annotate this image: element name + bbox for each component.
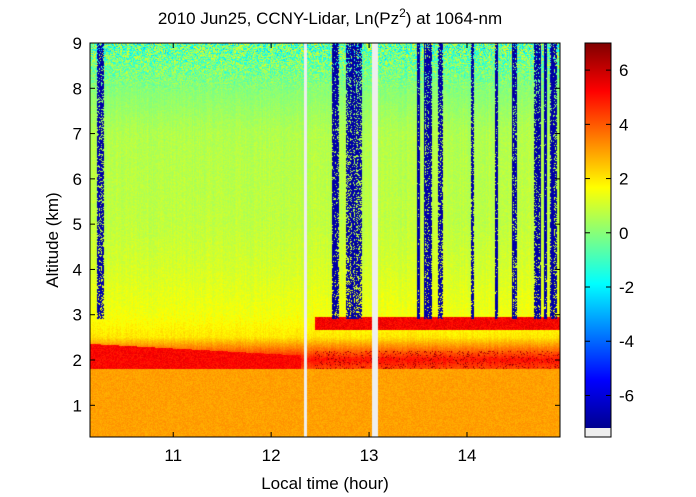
heatmap-image [90,43,560,437]
x-tick-label: 13 [360,446,379,465]
title-suffix: ) at 1064-nm [406,9,502,28]
y-tick-label: 7 [73,125,82,144]
y-tick-label: 6 [73,170,82,189]
chart-title-text: 2010 Jun25, CCNY-Lidar, Ln(Pz2) at 1064-… [158,6,502,28]
colorbar: -6 -4 -2 0 2 4 6 [584,42,634,438]
plot-frame [89,42,561,438]
y-tick-label: 9 [73,34,82,53]
colorbar-ticks: -6 -4 -2 0 2 4 6 [585,61,634,405]
colorbar-tick-label: 0 [619,224,628,243]
y-tick-label: 1 [73,396,82,415]
y-tick-label: 5 [73,215,82,234]
y-tick-label: 2 [73,351,82,370]
y-tick-label: 8 [73,79,82,98]
x-tick-label: 11 [164,446,182,465]
y-tick-label: 4 [73,260,82,279]
colorbar-missing-swatch [585,428,611,437]
title-superscript: 2 [399,6,406,20]
title-prefix: 2010 Jun25, CCNY-Lidar, Ln(Pz [158,9,399,28]
x-tick-label: 12 [262,446,281,465]
x-tick-label: 14 [458,446,477,465]
y-axis: 1 2 3 4 5 6 7 8 9 [73,34,560,415]
colorbar-tick-label: -2 [619,278,634,297]
colorbar-tick-label: 4 [619,115,628,134]
colorbar-gradient [585,43,611,428]
colorbar-frame [584,42,612,438]
heatmap-plot-area [89,42,561,438]
x-axis-title: Local time (hour) [261,474,389,493]
chart-title: 2010 Jun25, CCNY-Lidar, Ln(Pz2) at 1064-… [158,6,502,28]
colorbar-tick-label: -6 [619,386,634,405]
colorbar-tick-label: 2 [619,170,628,189]
colorbar-tick-label: 6 [619,61,628,80]
x-axis: 11 12 13 14 [164,43,476,465]
colorbar-tick-label: -4 [619,332,634,351]
y-tick-label: 3 [73,306,82,325]
y-axis-title: Altitude (km) [43,192,62,287]
